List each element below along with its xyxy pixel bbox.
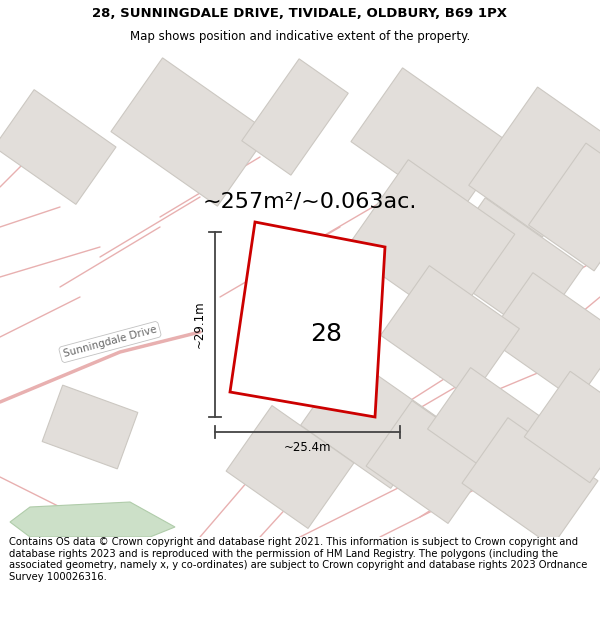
Text: 28: 28 bbox=[310, 322, 342, 346]
Text: ~29.1m: ~29.1m bbox=[193, 301, 205, 348]
Polygon shape bbox=[366, 401, 494, 524]
Polygon shape bbox=[351, 68, 509, 216]
Text: ~257m²/~0.063ac.: ~257m²/~0.063ac. bbox=[203, 192, 417, 212]
Polygon shape bbox=[428, 368, 553, 486]
Text: ~25.4m: ~25.4m bbox=[284, 441, 331, 454]
Polygon shape bbox=[42, 385, 138, 469]
Polygon shape bbox=[436, 198, 584, 336]
Polygon shape bbox=[462, 418, 598, 546]
Polygon shape bbox=[0, 89, 116, 204]
Polygon shape bbox=[487, 272, 600, 401]
Polygon shape bbox=[230, 222, 385, 417]
Polygon shape bbox=[345, 159, 515, 324]
Polygon shape bbox=[301, 356, 439, 488]
Polygon shape bbox=[111, 58, 269, 206]
Polygon shape bbox=[380, 266, 520, 398]
Text: 28, SUNNINGDALE DRIVE, TIVIDALE, OLDBURY, B69 1PX: 28, SUNNINGDALE DRIVE, TIVIDALE, OLDBURY… bbox=[92, 7, 508, 19]
Text: Map shows position and indicative extent of the property.: Map shows position and indicative extent… bbox=[130, 30, 470, 43]
Polygon shape bbox=[226, 406, 354, 529]
Polygon shape bbox=[524, 371, 600, 482]
Polygon shape bbox=[10, 502, 175, 537]
Polygon shape bbox=[242, 59, 348, 175]
Polygon shape bbox=[529, 143, 600, 271]
Polygon shape bbox=[469, 87, 600, 237]
Text: Contains OS data © Crown copyright and database right 2021. This information is : Contains OS data © Crown copyright and d… bbox=[9, 537, 587, 582]
Text: Sunningdale Drive: Sunningdale Drive bbox=[62, 325, 158, 359]
